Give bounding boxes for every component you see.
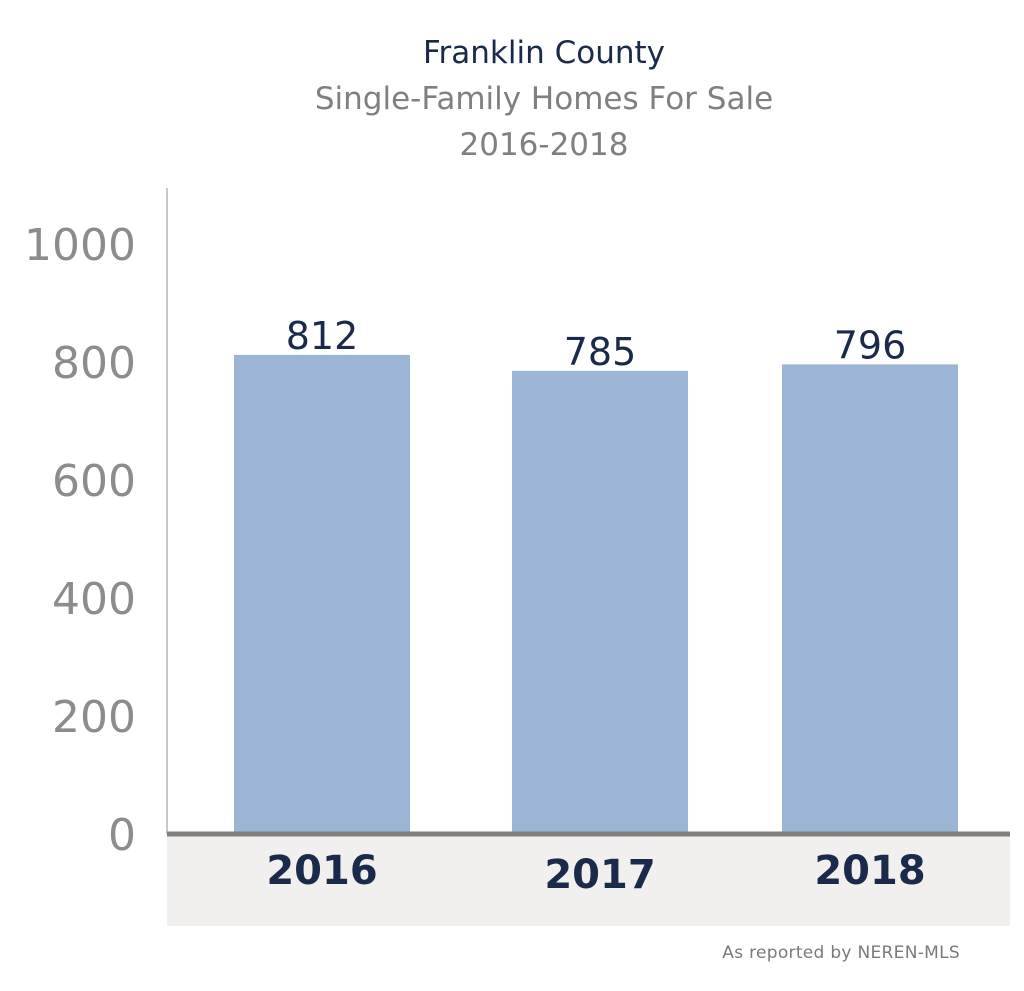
bar-2016: [234, 354, 410, 834]
y-tick-label: 600: [52, 456, 136, 507]
x-axis-band: [167, 834, 1010, 926]
chart-subtitle: Single-Family Homes For Sale: [314, 81, 774, 117]
y-tick-label: 200: [52, 692, 136, 743]
bar-value-label: 796: [834, 323, 907, 367]
chart-date-range: 2016-2018: [459, 127, 629, 163]
x-category-label: 2018: [814, 848, 925, 894]
x-category-label: 2017: [544, 852, 655, 898]
bar-value-label: 785: [564, 330, 637, 374]
x-category-label: 2016: [266, 848, 377, 894]
y-tick-label: 1000: [24, 220, 136, 271]
y-tick-label: 0: [108, 810, 136, 861]
source-note: As reported by NEREN-MLS: [722, 943, 960, 963]
chart-titles: Franklin County Single-Family Homes For …: [0, 30, 1024, 168]
bar-2018: [782, 364, 958, 834]
y-tick-label: 800: [52, 338, 136, 389]
bar-2017: [512, 370, 688, 834]
bar-value-label: 812: [286, 314, 359, 358]
chart-title: Franklin County: [422, 35, 666, 71]
y-tick-label: 400: [52, 574, 136, 625]
